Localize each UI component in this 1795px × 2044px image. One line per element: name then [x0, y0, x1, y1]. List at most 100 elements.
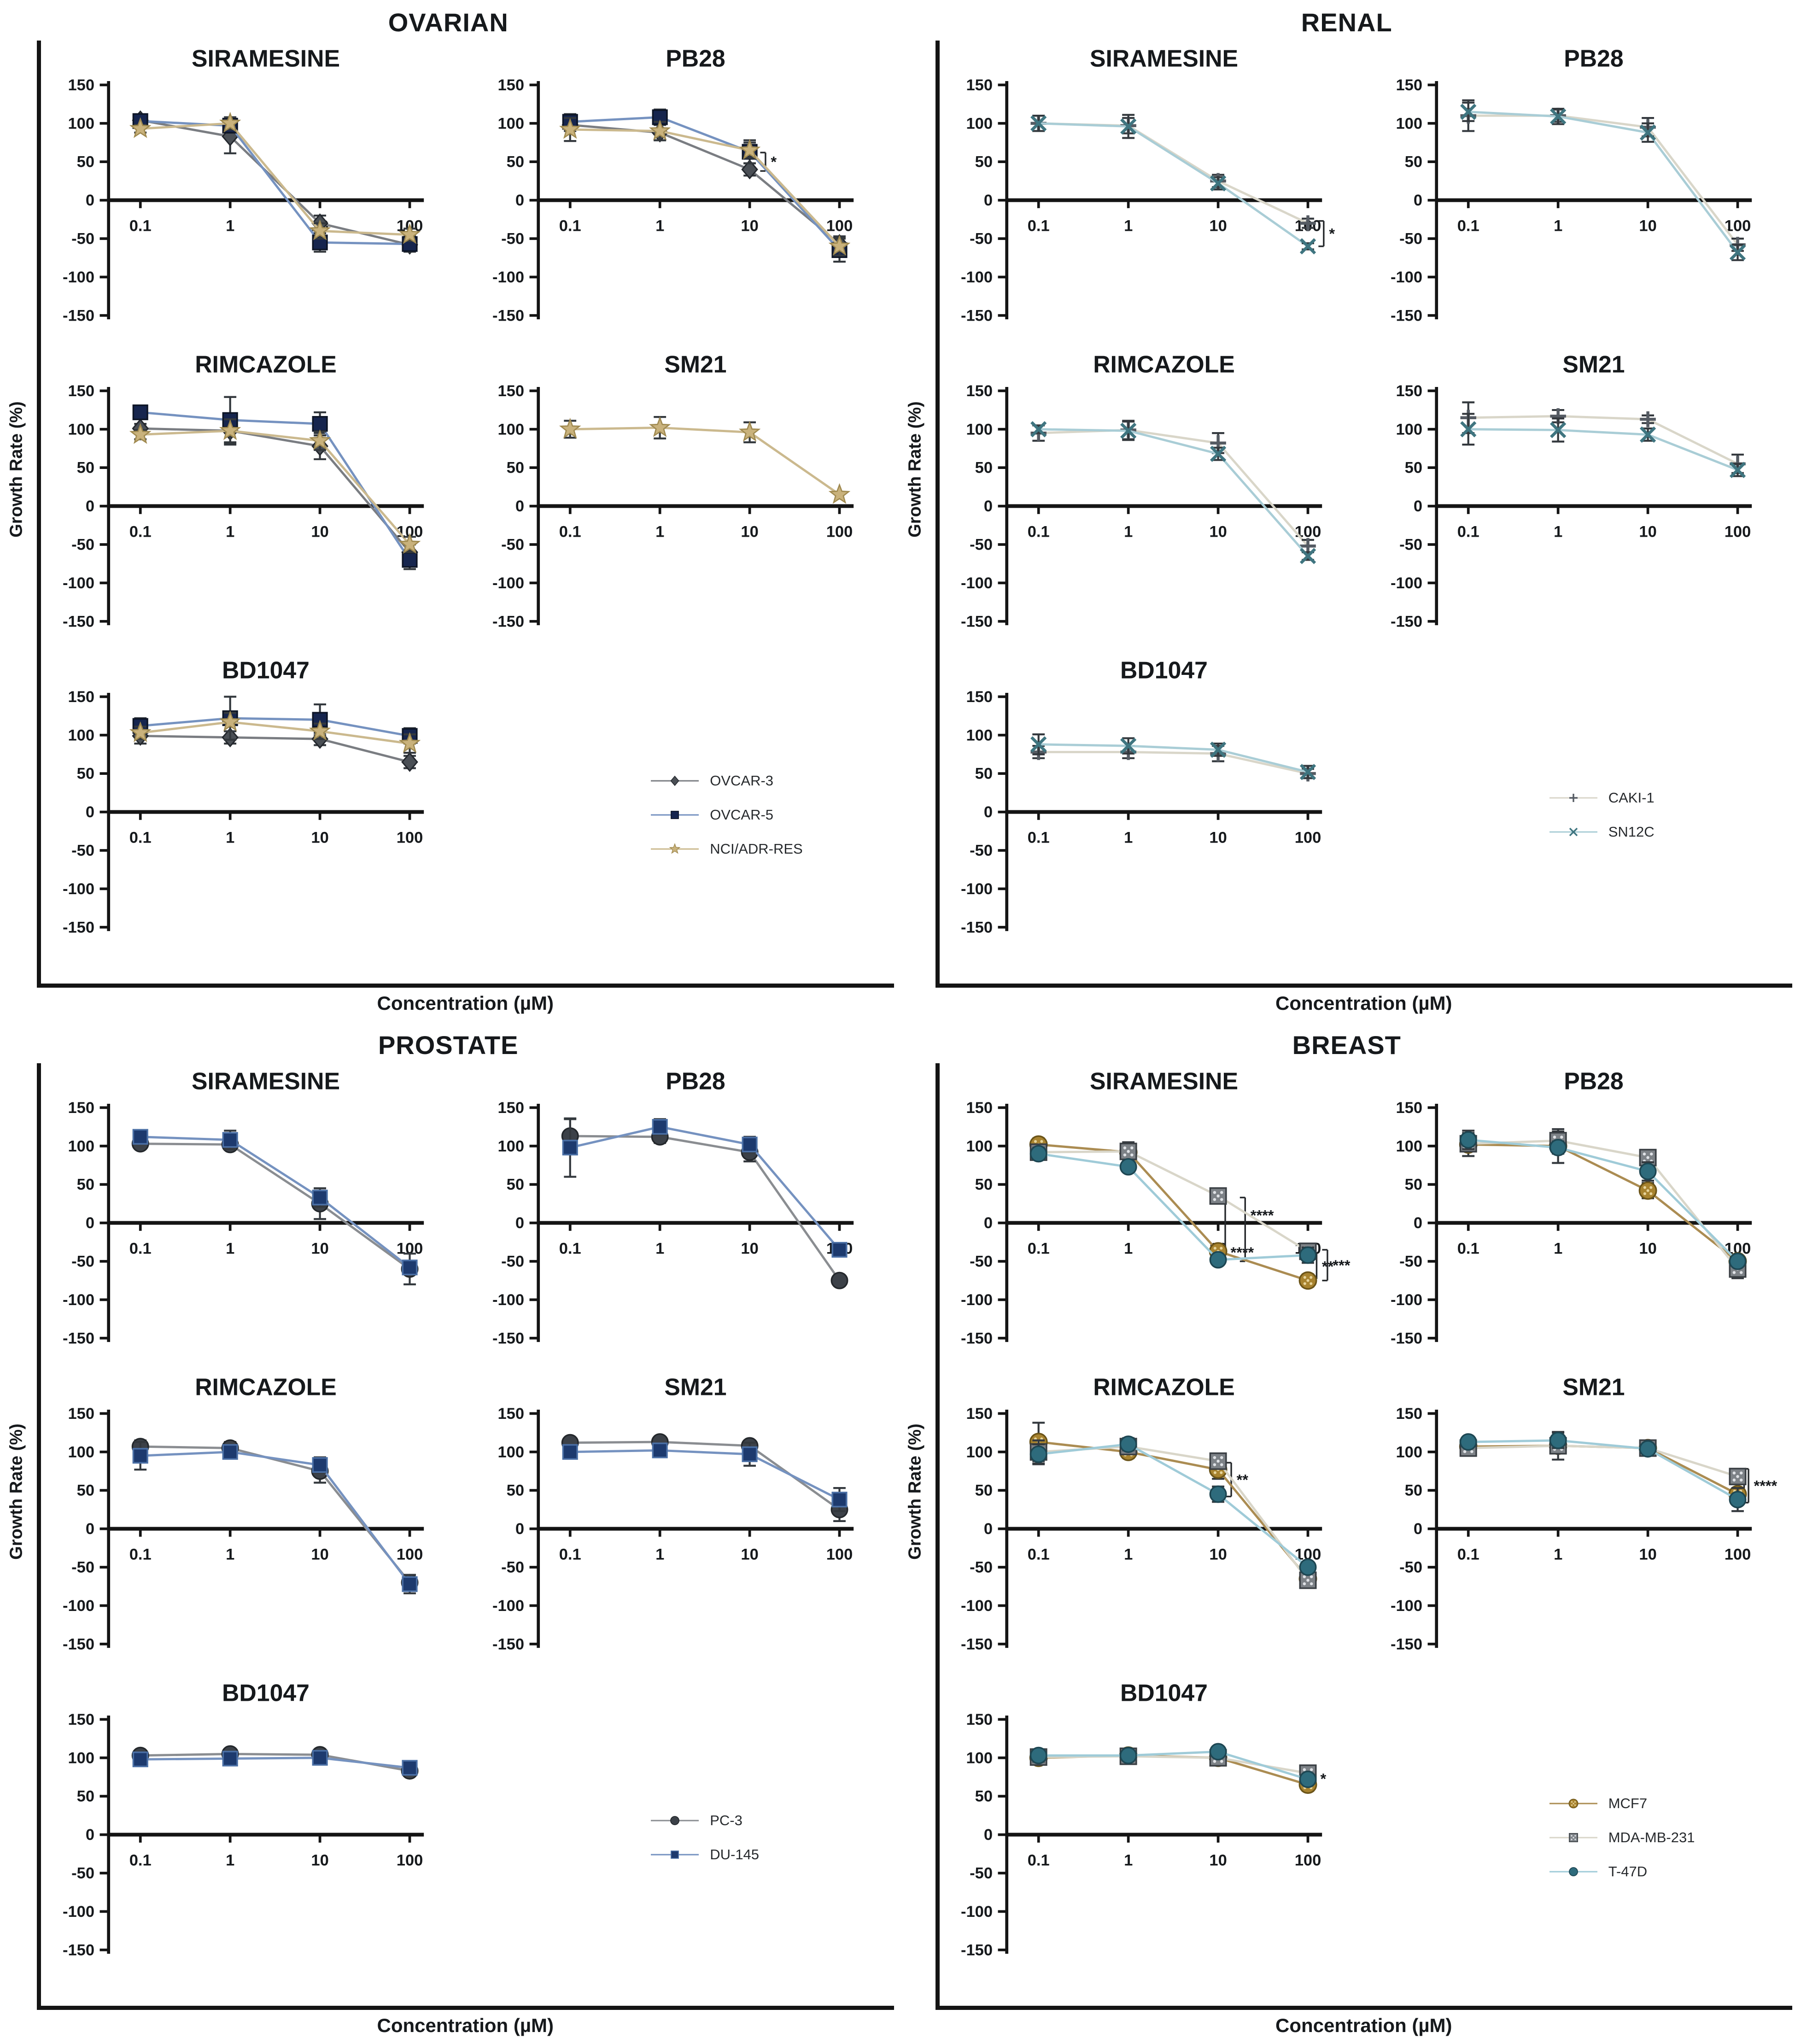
- svg-text:50: 50: [506, 459, 524, 477]
- svg-text:100: 100: [68, 1749, 94, 1767]
- svg-text:0.1: 0.1: [129, 1240, 152, 1257]
- panel-frame: SIRAMESINE150100500-50-100-1500.1110100*…: [935, 41, 1793, 988]
- svg-text:150: 150: [966, 1099, 993, 1116]
- svg-text:150: 150: [68, 688, 94, 706]
- svg-text:100: 100: [966, 421, 993, 438]
- svg-text:-50: -50: [970, 536, 993, 554]
- svg-text:BD1047: BD1047: [1121, 657, 1208, 684]
- svg-text:100: 100: [826, 1546, 853, 1563]
- svg-text:RIMCAZOLE: RIMCAZOLE: [195, 351, 337, 378]
- legend-item: OVCAR-3: [647, 772, 773, 790]
- svg-text:50: 50: [1405, 459, 1422, 477]
- y-axis-label: Growth Rate (%): [6, 1423, 26, 1560]
- svg-text:150: 150: [966, 1405, 993, 1423]
- panel-ovarian: OVARIAN Growth Rate (%) SIRAMESINE 150 100…: [3, 5, 894, 1015]
- svg-text:1: 1: [1554, 217, 1562, 235]
- panel-body: Growth Rate (%) SIRAMESINE 150 100 50 0 -50 -1…: [901, 41, 1793, 1015]
- svg-text:-50: -50: [501, 536, 524, 554]
- svg-text:0: 0: [984, 498, 993, 515]
- svg-text:100: 100: [68, 421, 94, 438]
- svg-text:SIRAMESINE: SIRAMESINE: [1090, 1067, 1238, 1094]
- svg-text:10: 10: [1639, 217, 1657, 235]
- legend-label: NCI/ADR-RES: [710, 841, 803, 857]
- svg-text:RIMCAZOLE: RIMCAZOLE: [1093, 351, 1235, 378]
- svg-text:SIRAMESINE: SIRAMESINE: [192, 1067, 340, 1094]
- svg-text:0.1: 0.1: [1457, 1240, 1479, 1257]
- svg-text:1: 1: [1124, 1546, 1133, 1563]
- chart-rimcazole: RIMCAZOLE 150 100 50 0 -50 -100 -150 0.1 1 10 100: [961, 351, 1322, 630]
- svg-text:100: 100: [966, 1443, 993, 1461]
- svg-text:10: 10: [311, 1546, 328, 1563]
- svg-text:1: 1: [1124, 1852, 1133, 1869]
- svg-text:150: 150: [1396, 1099, 1423, 1116]
- chart-cell: BD1047 150 100 50 0 -50 -100 -150 0.1 1 10 100: [942, 657, 1356, 966]
- svg-text:1: 1: [1554, 1240, 1562, 1257]
- legend: OVCAR-3 OVCAR-5 NCI/ADR-RES: [474, 664, 888, 966]
- svg-text:-150: -150: [1391, 307, 1422, 324]
- svg-text:**: **: [1237, 1471, 1249, 1488]
- legend-label: MCF7: [1608, 1795, 1648, 1811]
- svg-text:150: 150: [1396, 1405, 1423, 1423]
- charts-grid: SIRAMESINE150100500-50-100-1500.1110100*…: [940, 41, 1793, 969]
- svg-text:BD1047: BD1047: [1121, 1680, 1208, 1706]
- svg-text:100: 100: [497, 115, 524, 132]
- svg-text:10: 10: [741, 1240, 758, 1257]
- svg-text:1: 1: [655, 523, 664, 541]
- svg-text:0.1: 0.1: [129, 523, 152, 541]
- svg-text:-150: -150: [492, 1635, 524, 1653]
- svg-text:0: 0: [86, 1826, 94, 1844]
- chart-bd1047: BD1047 150 100 50 0 -50 -100 -150 0.1 1 10 100 *: [961, 1680, 1326, 1959]
- svg-text:-100: -100: [492, 1597, 524, 1615]
- svg-text:0: 0: [984, 1520, 993, 1538]
- svg-text:-150: -150: [961, 307, 993, 324]
- chart-cell: RIMCAZOLE 150 100 50 0 -50 -100 -150 0.1 1 10 100: [44, 1373, 458, 1682]
- caki-1-marker-icon: [1549, 794, 1597, 802]
- svg-text:100: 100: [68, 1137, 94, 1155]
- svg-text:10: 10: [311, 1240, 328, 1257]
- svg-text:100: 100: [68, 115, 94, 132]
- legend-label: OVCAR-3: [710, 773, 774, 789]
- svg-text:-100: -100: [1391, 1597, 1422, 1615]
- svg-text:-150: -150: [492, 1329, 524, 1347]
- panel-prostate: PROSTATE Growth Rate (%) SIRAMESINE 150 10…: [3, 1027, 894, 2038]
- ovcar-3-marker-icon: [651, 776, 699, 786]
- x-axis-label: Concentration (µM): [1275, 992, 1452, 1014]
- legend-label: T-47D: [1608, 1863, 1648, 1880]
- svg-text:-50: -50: [71, 536, 94, 554]
- svg-text:0.1: 0.1: [559, 1546, 581, 1563]
- svg-text:0.1: 0.1: [1028, 1240, 1050, 1257]
- svg-text:100: 100: [966, 115, 993, 132]
- svg-text:50: 50: [77, 765, 94, 783]
- panel-renal: RENAL Growth Rate (%) SIRAMESINE 150 100 50…: [901, 5, 1793, 1015]
- chart-cell: BD1047 150 100 50 0 -50 -100 -150 0.1 1 10 100: [44, 657, 458, 966]
- svg-text:100: 100: [497, 1443, 524, 1461]
- svg-text:0.1: 0.1: [559, 217, 581, 235]
- svg-text:50: 50: [975, 153, 993, 171]
- svg-text:150: 150: [497, 1405, 524, 1423]
- svg-text:50: 50: [77, 459, 94, 477]
- svg-text:RIMCAZOLE: RIMCAZOLE: [1093, 1373, 1235, 1400]
- svg-text:-50: -50: [970, 842, 993, 860]
- svg-text:-100: -100: [961, 574, 993, 592]
- svg-text:0.1: 0.1: [559, 523, 581, 541]
- svg-text:100: 100: [68, 727, 94, 744]
- svg-text:150: 150: [68, 76, 94, 94]
- svg-text:-150: -150: [961, 1635, 993, 1653]
- svg-text:50: 50: [77, 1176, 94, 1193]
- svg-text:10: 10: [311, 1852, 328, 1869]
- svg-text:100: 100: [397, 1852, 423, 1869]
- svg-text:-50: -50: [71, 1558, 94, 1576]
- svg-text:PB28: PB28: [1564, 45, 1623, 72]
- chart-cell: SIRAMESINE150100500-50-100-1500.1110100*…: [942, 1067, 1356, 1376]
- svg-text:-100: -100: [63, 574, 94, 592]
- svg-text:0: 0: [86, 803, 94, 821]
- svg-text:-100: -100: [63, 1597, 94, 1615]
- svg-text:-100: -100: [1391, 269, 1422, 286]
- svg-text:10: 10: [1639, 1240, 1657, 1257]
- x-axis-label: Concentration (µM): [377, 992, 554, 1014]
